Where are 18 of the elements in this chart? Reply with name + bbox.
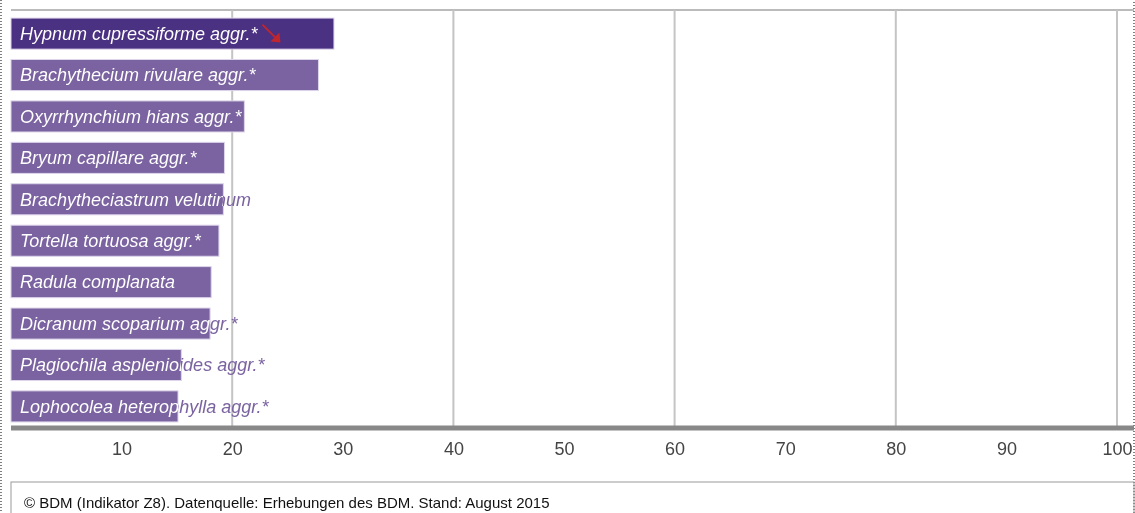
y-tick-label: Tortella tortuosa aggr.* [20, 231, 202, 252]
x-tick-label: 20 [222, 438, 243, 459]
x-tick-label: 90 [996, 438, 1017, 459]
x-tick-label: 40 [443, 438, 464, 459]
y-tick-label: Oxyrrhynchium hians aggr.* [20, 106, 243, 127]
x-tick-label: 80 [886, 438, 907, 459]
x-tick-label: 10 [112, 438, 133, 459]
x-tick-label: 70 [775, 438, 796, 459]
x-tick-label: 50 [554, 438, 575, 459]
y-tick-label: Hypnum cupressiforme aggr.* [20, 23, 259, 44]
y-tick-label: Bryum capillare aggr.* [20, 148, 198, 169]
x-tick-label: 100 [1102, 438, 1133, 459]
bar [10, 17, 335, 50]
y-tick-label: Radula complanata [20, 272, 176, 293]
x-tick-label: 30 [333, 438, 354, 459]
text: © BDM (Indikator Z8). Datenquelle: Erhebungen des BDM. Stand: August 2015 [24, 494, 550, 512]
x-tick-label: 60 [665, 438, 686, 459]
y-tick-label: Brachythecium rivulare aggr.* [20, 65, 257, 86]
